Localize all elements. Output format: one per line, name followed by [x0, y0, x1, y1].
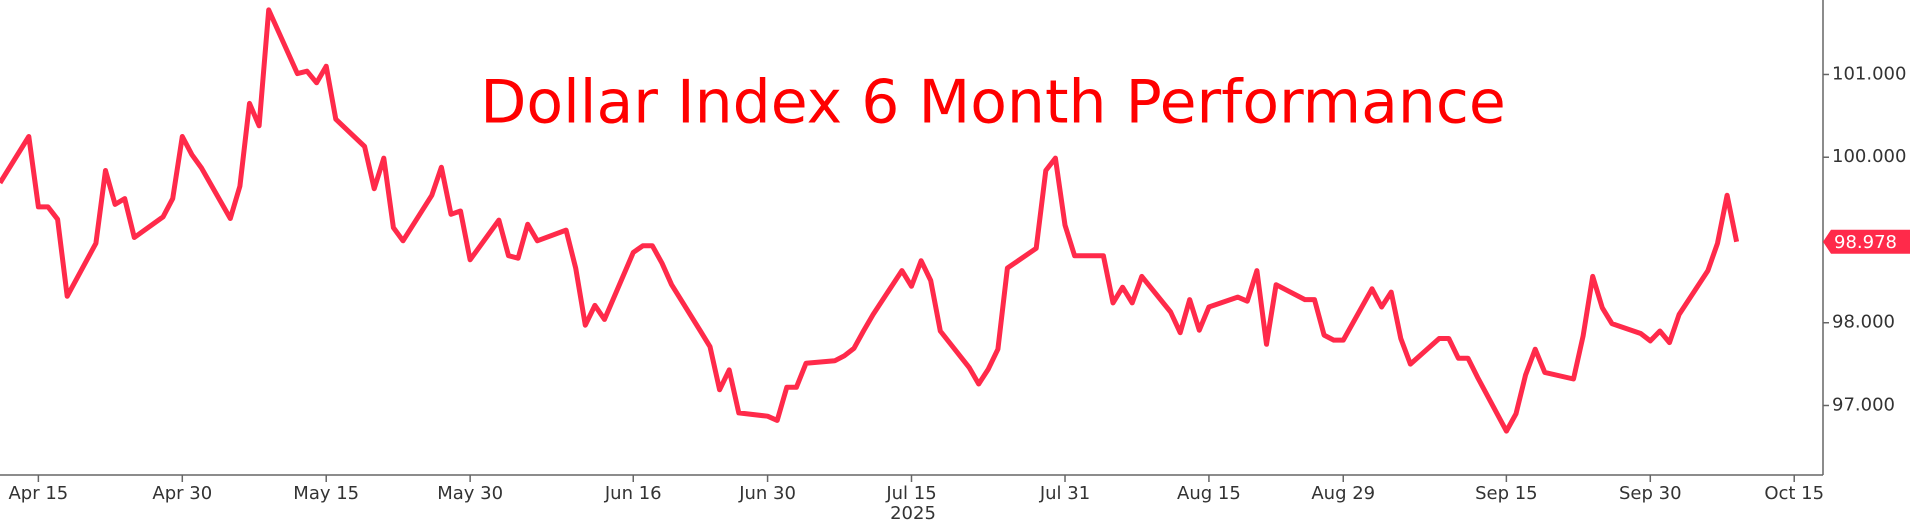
x-tick-label: Aug 15	[1177, 483, 1241, 504]
y-tick-label: 98.000	[1832, 312, 1895, 333]
y-tick-label: 101.000	[1832, 63, 1906, 84]
y-tick-label: 97.000	[1832, 394, 1895, 415]
x-tick-label: Sep 15	[1475, 483, 1538, 504]
x-tick-label: Aug 29	[1311, 483, 1375, 504]
x-axis-label: 2025	[890, 503, 936, 524]
x-tick-label: May 30	[437, 483, 503, 504]
x-tick-label: Oct 15	[1764, 483, 1824, 504]
x-tick-label: Jun 30	[738, 483, 796, 504]
x-tick-label: Jul 31	[1039, 483, 1090, 504]
line	[0, 7, 1740, 434]
last-value-label: 98.978	[1834, 232, 1897, 253]
last-value-tag	[1823, 229, 1910, 254]
x-tick-label: Sep 30	[1619, 483, 1682, 504]
y-tick-label: 100.000	[1832, 146, 1906, 167]
x-tick-label: Apr 15	[8, 483, 68, 504]
chart-title: Dollar Index 6 Month Performance	[480, 68, 1506, 138]
x-tick-label: Apr 30	[152, 483, 212, 504]
x-tick-label: Jul 15	[885, 483, 936, 504]
x-tick-label: May 15	[293, 483, 359, 504]
x-tick-label: Jun 16	[604, 483, 662, 504]
